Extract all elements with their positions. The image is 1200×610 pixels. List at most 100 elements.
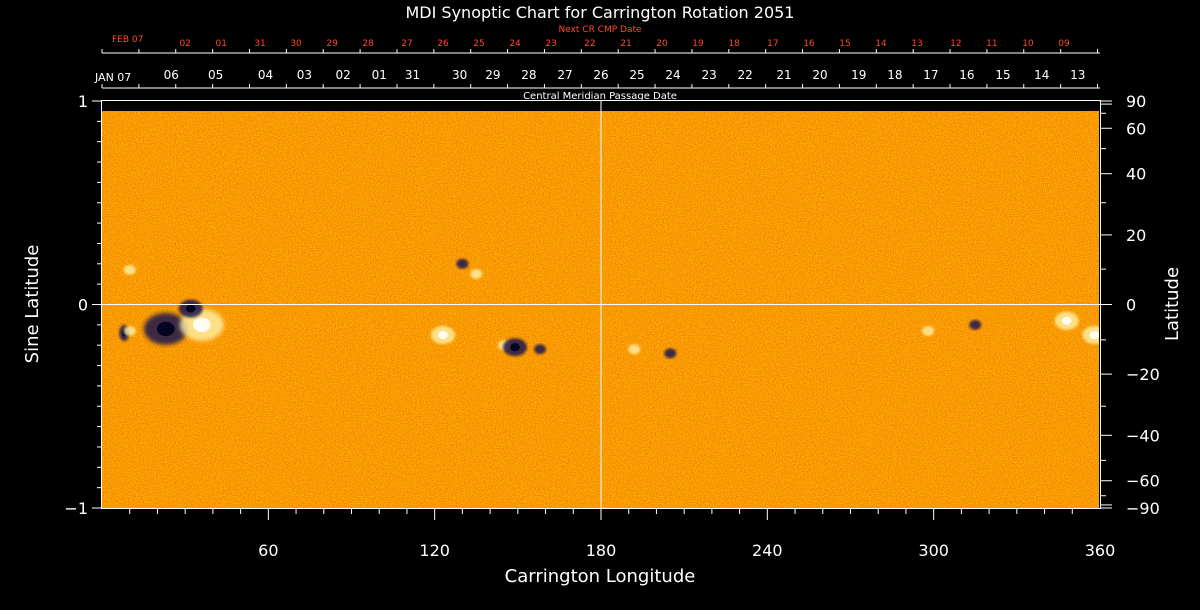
plot-area: [102, 111, 1099, 508]
feature-negative: [969, 319, 982, 330]
next-cr-date-label: 22: [584, 39, 595, 49]
next-cr-date-labels: 02 01 31 30 29 28 27 26 25 24 23 22 21 20 19 18 17 16 15 14…: [179, 39, 1070, 49]
cmp-date-label: 02: [336, 68, 351, 82]
y-axis-right: 90 60 40 20 0 −20 −40 −60 −90: [1100, 92, 1160, 518]
next-cr-date-label: 10: [1022, 39, 1034, 49]
x-axis: 60 120 180 240 300 360: [129, 508, 1116, 560]
cmp-date-label: 30: [452, 68, 467, 82]
y-axis-left-label: Sine Latitude: [22, 245, 43, 364]
chart-title: MDI Synoptic Chart for Carrington Rotati…: [406, 3, 795, 22]
x-tick-label: 300: [918, 541, 949, 560]
feature-core-positive: [1089, 330, 1099, 340]
y-right-tick-label: −90: [1126, 499, 1160, 518]
cmp-date-label: 20: [812, 68, 827, 82]
cmp-date-label: 15: [995, 68, 1010, 82]
cmp-date-label: 22: [738, 68, 753, 82]
y-axis-left: 1 0 −1: [64, 92, 102, 518]
next-cr-date-label: 02: [179, 39, 190, 49]
cmp-date-label: 14: [1034, 68, 1049, 82]
x-tick-label: 60: [258, 541, 278, 560]
x-tick-label: 240: [752, 541, 783, 560]
feature-positive: [628, 344, 641, 355]
feature-positive: [123, 264, 136, 275]
feature-negative: [664, 348, 677, 359]
next-cr-date-label: 23: [545, 39, 556, 49]
y-right-tick-label: 90: [1126, 92, 1146, 111]
cmp-date-label: 29: [485, 68, 500, 82]
feature-core-positive: [193, 317, 211, 333]
y-axis-right-label: Latitude: [1162, 267, 1183, 341]
cmp-date-label: 05: [208, 68, 223, 82]
y-right-tick-label: −20: [1126, 365, 1160, 384]
cmp-start-label: JAN 07: [94, 71, 131, 84]
cmp-date-label: 31: [405, 68, 420, 82]
cmp-date-label: 04: [258, 68, 273, 82]
y-right-tick-label: 20: [1126, 226, 1146, 245]
next-cr-date-label: 29: [326, 39, 338, 49]
y-right-tick-label: 40: [1126, 165, 1146, 184]
cmp-date-label: 19: [851, 68, 866, 82]
feature-core-positive: [1061, 316, 1072, 325]
next-cr-date-label: 21: [620, 39, 631, 49]
feature-core-negative: [510, 343, 520, 352]
cmp-date-label: 23: [701, 68, 716, 82]
next-cr-date-label: 09: [1058, 39, 1070, 49]
magnetic-features: [119, 258, 1099, 359]
next-cr-date-label: 16: [803, 39, 815, 49]
y-right-tick-label: −40: [1126, 426, 1160, 445]
cmp-date-label: 21: [776, 68, 791, 82]
feature-core-positive: [438, 330, 448, 340]
cmp-date-label: 13: [1070, 68, 1085, 82]
y-left-tick-label: −1: [64, 499, 88, 518]
feature-positive: [922, 325, 935, 336]
next-cr-date-label: 20: [656, 39, 668, 49]
y-right-tick-label: 60: [1126, 119, 1146, 138]
cmp-date-label: 03: [297, 68, 312, 82]
next-cr-date-label: 18: [728, 39, 740, 49]
cmp-date-label: 27: [557, 68, 572, 82]
next-cr-date-label: 17: [767, 39, 778, 49]
cmp-date-label: 18: [887, 68, 902, 82]
cmp-date-label: 16: [959, 68, 974, 82]
next-cr-start-label: FEB 07: [112, 35, 143, 45]
x-tick-label: 360: [1085, 541, 1116, 560]
feature-negative: [456, 258, 469, 269]
next-cr-date-label: 11: [986, 39, 997, 49]
cmp-date-label: 01: [372, 68, 387, 82]
feature-core-negative: [185, 304, 196, 313]
cmp-date-label: 28: [521, 68, 536, 82]
next-cr-date-label: 15: [839, 39, 850, 49]
next-cr-date-label: 30: [290, 39, 302, 49]
x-axis-label: Carrington Longitude: [505, 566, 696, 587]
y-right-tick-label: −60: [1126, 472, 1160, 491]
next-cr-date-label: 24: [509, 39, 521, 49]
y-right-tick-label: 0: [1126, 296, 1136, 315]
next-cr-date-label: 12: [950, 39, 961, 49]
next-cr-date-label: 27: [401, 39, 412, 49]
next-cr-date-label: 26: [437, 39, 449, 49]
next-cr-label: Next CR CMP Date: [558, 25, 642, 35]
x-tick-label: 180: [586, 541, 617, 560]
cmp-date-label: 26: [593, 68, 608, 82]
cmp-date-label: 25: [629, 68, 644, 82]
next-cr-date-label: 14: [875, 39, 887, 49]
next-cr-date-label: 13: [911, 39, 922, 49]
feature-positive: [123, 325, 136, 336]
next-cr-date-label: 25: [473, 39, 484, 49]
cmp-date-label: 06: [164, 68, 179, 82]
feature-negative: [534, 344, 547, 355]
y-left-tick-label: 0: [78, 296, 88, 315]
cmp-axis-label: Central Meridian Passage Date: [523, 91, 677, 102]
next-cr-date-label: 01: [215, 39, 226, 49]
date-axis-ticks: [101, 49, 1099, 88]
cmp-date-label: 17: [923, 68, 938, 82]
x-tick-label: 120: [419, 541, 450, 560]
next-cr-date-label: 19: [692, 39, 704, 49]
cmp-date-labels: 06 05 04 03 02 01 31 30 29 28 27 26 25 24 23 22 21 20 19 18…: [164, 68, 1086, 82]
next-cr-date-label: 28: [362, 39, 374, 49]
cmp-date-label: 24: [665, 68, 680, 82]
next-cr-date-label: 31: [254, 39, 265, 49]
feature-core-negative: [156, 321, 175, 337]
feature-positive: [470, 268, 483, 279]
